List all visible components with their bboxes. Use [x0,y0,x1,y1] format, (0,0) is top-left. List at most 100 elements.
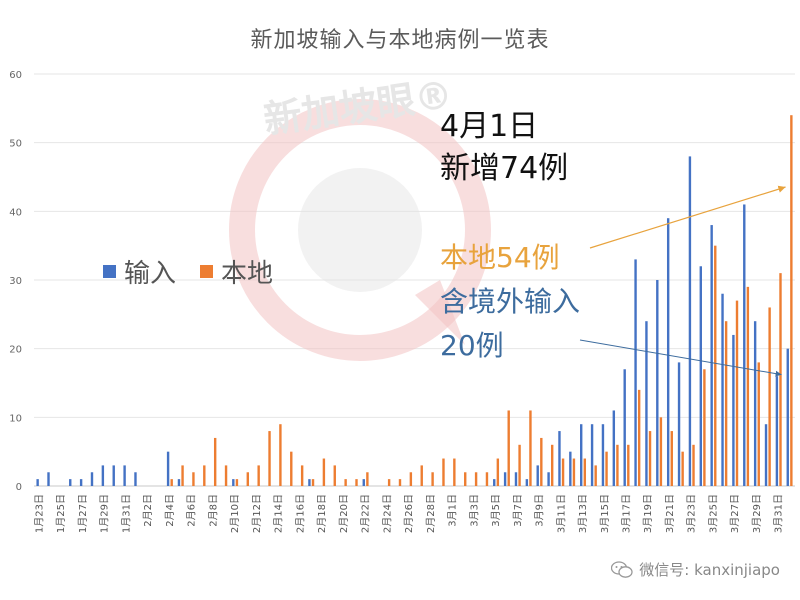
bar-local [703,369,706,486]
bar-local [181,465,184,486]
legend-label-imported: 输入 [124,259,177,289]
bar-imported [677,362,681,486]
legend-label-local: 本地 [221,259,274,289]
bar-imported [656,280,659,486]
bar-imported [569,451,572,486]
legend-swatch-imported [103,265,116,278]
bar-local [453,458,456,486]
bar-local [518,444,521,486]
bar-local [507,410,510,486]
bar-local [485,472,489,486]
bar-imported [112,465,115,486]
x-tick-label: 2月28日 [425,494,437,533]
bar-imported [525,479,529,486]
x-tick-label: 2月20日 [338,494,350,533]
bar-local [735,300,739,486]
bar-imported [743,204,746,486]
bar-local [790,115,793,486]
x-tick-label: 3月7日 [512,494,524,527]
x-tick-label: 2月18日 [316,494,328,533]
bar-imported [634,259,637,486]
bar-local [170,479,173,486]
bar-local [670,431,673,486]
legend-swatch-local [200,265,214,278]
bar-local [409,472,413,486]
annotation-imported-line1: 含境外输入 [440,285,581,318]
bar-local [311,479,315,486]
x-tick-label: 3月5日 [490,494,502,527]
chart-title: 新加坡输入与本地病例一览表 [250,28,550,53]
bar-imported [710,225,713,487]
bar-local [583,458,587,486]
bar-local [746,286,750,486]
legend-item-local: 本地 [200,253,273,290]
y-tick-label: 30 [9,276,22,287]
bar-imported [558,431,561,486]
x-tick-label: 3月11日 [555,494,567,533]
annotation-arrows [579,185,786,377]
bar-local [387,479,391,486]
bar-imported [623,369,626,486]
bar-imported [601,424,605,486]
x-tick-label: 2月14日 [273,494,285,533]
bar-local [420,465,423,486]
footer-text: 微信号: kanxinjiapo [639,561,780,579]
x-tick-label: 3月13日 [577,494,589,533]
annotation-date-block: 4月1日 新增74例 [440,106,568,190]
legend-item-imported: 输入 [103,253,176,290]
bar-local [529,410,532,486]
legend: 输入 本地 [103,253,297,290]
x-tick-label: 2月10日 [229,494,241,533]
x-tick-label: 2月4日 [164,494,176,527]
x-tick-label: 1月27日 [77,494,89,533]
x-axis-tick-labels: 1月23日 1月25日 1月27日 1月29日 1月31日 2月2日 2月4日 2月6日 2月8… [33,494,784,533]
bar-imported [732,334,735,486]
bar-imported [666,218,670,486]
bar-local [235,479,239,486]
bar-local [724,321,728,486]
bar-local [714,245,717,486]
x-tick-label: 1月31日 [120,494,132,533]
bar-local [355,479,358,486]
x-tick-label: 2月26日 [403,494,415,533]
arrow-local [589,185,786,249]
x-tick-label: 3月19日 [642,494,654,533]
bar-local [572,458,576,486]
bar-local [616,444,619,486]
bar-imported [79,479,83,486]
y-tick-label: 20 [9,345,22,356]
x-tick-label: 3月3日 [468,494,480,527]
bar-imported [503,472,507,486]
annotation-date: 4月1日 [440,109,539,144]
x-tick-label: 3月21日 [664,494,676,533]
bar-imported [232,479,235,486]
bar-imported [166,451,170,486]
bar-imported [580,424,583,486]
x-tick-label: 2月8日 [207,494,219,527]
bar-local [496,458,500,486]
bar-imported [547,472,550,486]
bar-local [540,437,543,486]
x-tick-label: 2月16日 [294,494,306,533]
bar-imported [308,479,311,486]
x-tick-label: 1月29日 [99,494,111,533]
bar-imported [69,479,72,486]
bar-imported [536,465,539,486]
bar-local [779,273,782,486]
y-axis-tick-labels: 0 10 20 30 40 50 60 [9,70,22,493]
x-tick-label: 2月24日 [381,494,393,533]
bar-local [333,465,336,486]
bar-local [192,472,195,486]
bar-imported [612,410,616,486]
x-tick-label: 3月1日 [447,494,459,527]
x-tick-label: 2月2日 [142,494,154,527]
bar-local [637,389,641,486]
bar-imported [699,266,702,486]
bar-local [224,465,228,486]
bar-local [203,465,206,486]
annotation-total: 新增74例 [440,151,569,186]
bar-imported [101,465,105,486]
bar-local [300,465,304,486]
x-tick-label: 3月23日 [686,494,698,533]
